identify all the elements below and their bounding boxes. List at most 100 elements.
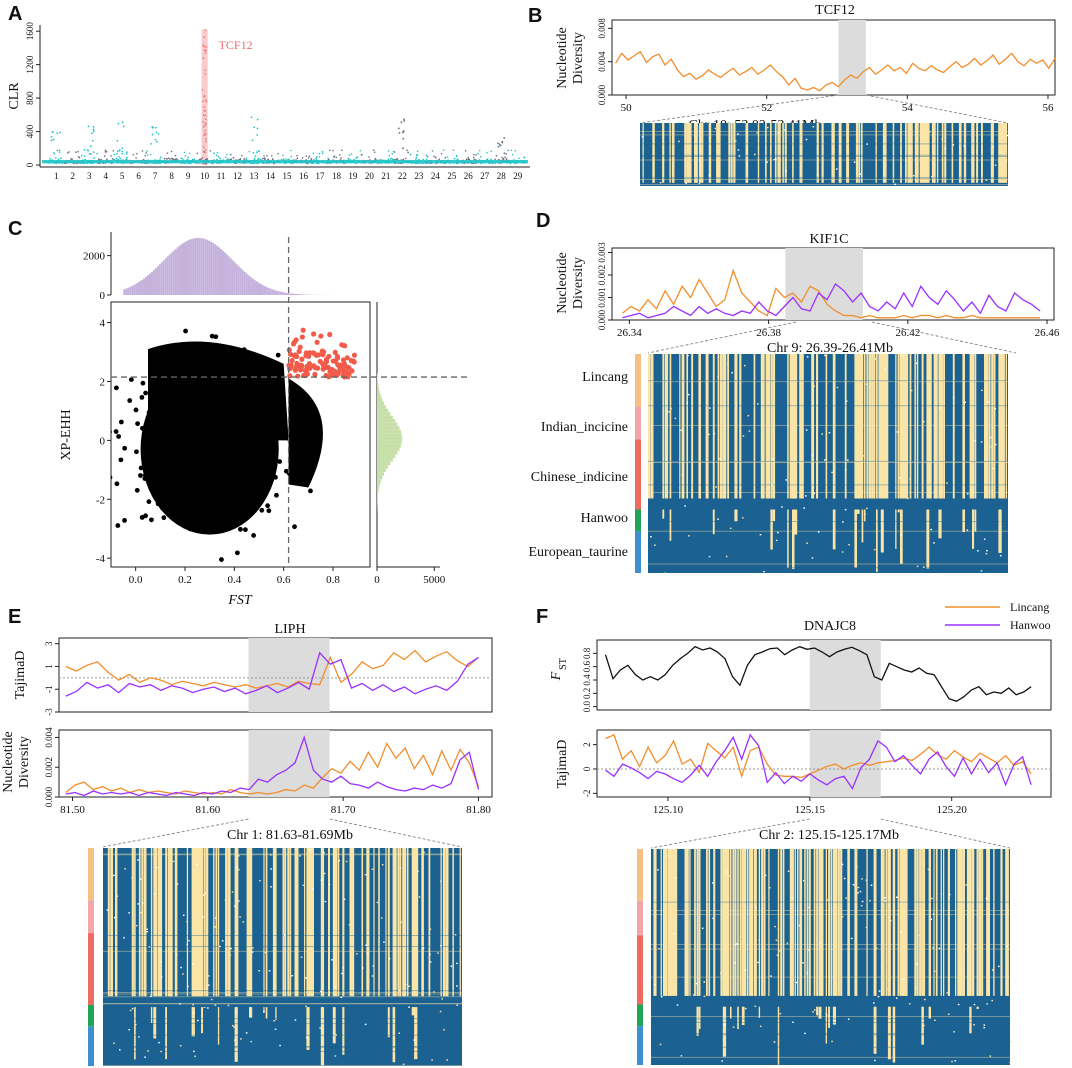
scatter-point <box>205 447 211 453</box>
outlier-point <box>118 155 120 158</box>
scatter-point <box>172 462 178 468</box>
scatter-point <box>233 402 239 408</box>
scatter-point <box>184 462 190 468</box>
heatmap-speck <box>983 538 986 540</box>
panel-c-label: C <box>8 218 22 240</box>
heatmap-speck <box>439 1010 442 1013</box>
scatter-point <box>138 473 143 478</box>
top-hist-bar <box>237 266 240 295</box>
heatmap-column <box>749 849 753 996</box>
selected-point <box>296 348 302 354</box>
top-hist-bar <box>218 247 221 295</box>
outlier-point <box>188 152 191 155</box>
heatmap-column <box>957 849 961 996</box>
top-hist-bar <box>265 286 268 295</box>
scatter-point <box>250 396 255 401</box>
heatmap-column <box>787 354 789 499</box>
scatter-point <box>197 433 202 439</box>
heatmap-column <box>873 1006 877 1054</box>
heatmap-speck <box>736 943 738 945</box>
heatmap-speck <box>757 961 759 964</box>
selected-point <box>299 356 305 362</box>
heatmap-speck <box>236 866 239 869</box>
heatmap-speck <box>725 555 728 558</box>
heatmap-speck <box>237 855 240 857</box>
heatmap-column <box>998 354 1002 499</box>
right-hist-bar <box>377 408 389 413</box>
heatmap-speck <box>192 963 195 965</box>
scatter-point <box>147 434 153 440</box>
peak-point <box>203 36 206 38</box>
heatmap-speck <box>319 1027 321 1029</box>
heatmap-speck <box>146 931 148 933</box>
scatter-point <box>176 442 182 448</box>
heatmap-column <box>976 123 979 183</box>
heatmap-column <box>440 848 442 997</box>
heatmap-column <box>866 849 868 996</box>
scatter-point <box>229 451 235 457</box>
scatter-point <box>178 401 183 407</box>
heatmap-speck <box>802 962 804 964</box>
scatter-point <box>228 395 234 401</box>
heatmap-streak <box>640 156 1008 157</box>
heatmap-speck <box>826 899 829 901</box>
population-color-bar <box>88 848 94 901</box>
outlier-point <box>103 155 106 157</box>
chromosome-label: 6 <box>136 171 141 181</box>
outlier-point <box>149 153 152 156</box>
heatmap-speck <box>399 867 402 869</box>
baseline-point <box>267 158 270 161</box>
heatmap-column <box>725 849 728 996</box>
heatmap-speck <box>779 1013 782 1015</box>
outlier-point <box>121 152 123 155</box>
scatter-point <box>212 443 217 449</box>
heatmap-column <box>296 848 299 997</box>
scatter-point <box>164 401 170 406</box>
heatmap-column <box>395 848 397 997</box>
series-line-lincang <box>621 268 1041 319</box>
right-hist-bar <box>377 468 386 473</box>
heatmap-speck <box>446 1059 448 1061</box>
heatmap-column <box>650 354 654 499</box>
heatmap-speck <box>785 479 787 481</box>
heatmap-speck <box>342 967 344 969</box>
heatmap-column <box>876 509 878 573</box>
scatter-point <box>189 442 194 448</box>
secondary-peak-point <box>254 155 257 158</box>
heatmap-column <box>933 354 937 499</box>
series-line-hanwoo <box>622 283 1041 319</box>
heatmap-speck <box>345 860 348 863</box>
right-hist-bar <box>377 397 383 402</box>
scatter-point <box>111 475 113 480</box>
heatmap-speck <box>308 849 311 851</box>
heatmap-speck <box>727 363 729 365</box>
right-hist-bar <box>377 475 383 480</box>
selected-point <box>338 362 345 368</box>
heatmap-speck <box>840 861 843 863</box>
heatmap-column <box>947 849 950 996</box>
heatmap-speck <box>406 983 409 986</box>
scatter-point <box>187 526 193 532</box>
heatmap-column <box>225 848 228 997</box>
heatmap-column <box>876 354 878 499</box>
heatmap-speck <box>777 928 780 931</box>
heatmap-speck <box>795 519 798 522</box>
heatmap-column <box>860 123 863 183</box>
heatmap-speck <box>914 874 917 876</box>
scatter-point <box>188 418 193 424</box>
heatmap-column <box>217 848 220 997</box>
heatmap-column <box>837 849 840 996</box>
heatmap-column <box>107 848 110 997</box>
heatmap-column <box>722 849 727 996</box>
heatmap-column <box>289 848 292 997</box>
heatmap-speck <box>992 365 994 367</box>
selected-point <box>332 349 338 355</box>
top-hist-bar <box>296 294 299 295</box>
scatter-point <box>272 455 278 461</box>
heatmap-speck <box>884 368 886 370</box>
outlier-point <box>312 152 315 155</box>
heatmap-column <box>972 354 975 499</box>
heatmap-column <box>387 848 390 997</box>
scatter-point <box>253 358 259 364</box>
